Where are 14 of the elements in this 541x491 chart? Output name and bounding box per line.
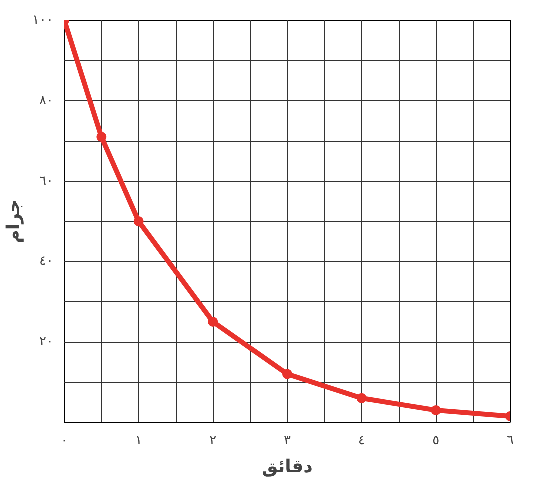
x-tick-label: ٤ [358, 434, 366, 448]
x-tick-label: ٦ [507, 434, 514, 448]
x-tick-label: ٢ [210, 434, 217, 448]
y-tick-label: ٨٠ [40, 93, 54, 108]
y-tick-label: ٢٠ [40, 334, 54, 350]
y-tick-label: ٤٠ [40, 254, 54, 270]
y-tick-label: ١٠٠ [32, 13, 54, 28]
x-tick-label: ٠ [61, 434, 68, 448]
y-tick-label: ٦٠ [40, 174, 54, 189]
x-tick-label: ٣ [284, 434, 292, 448]
y-axis-title: جرام [4, 200, 25, 244]
x-axis-title: دقائق [262, 456, 313, 478]
x-tick-label: ٥ [432, 434, 440, 448]
x-tick-label: ١ [135, 434, 142, 448]
